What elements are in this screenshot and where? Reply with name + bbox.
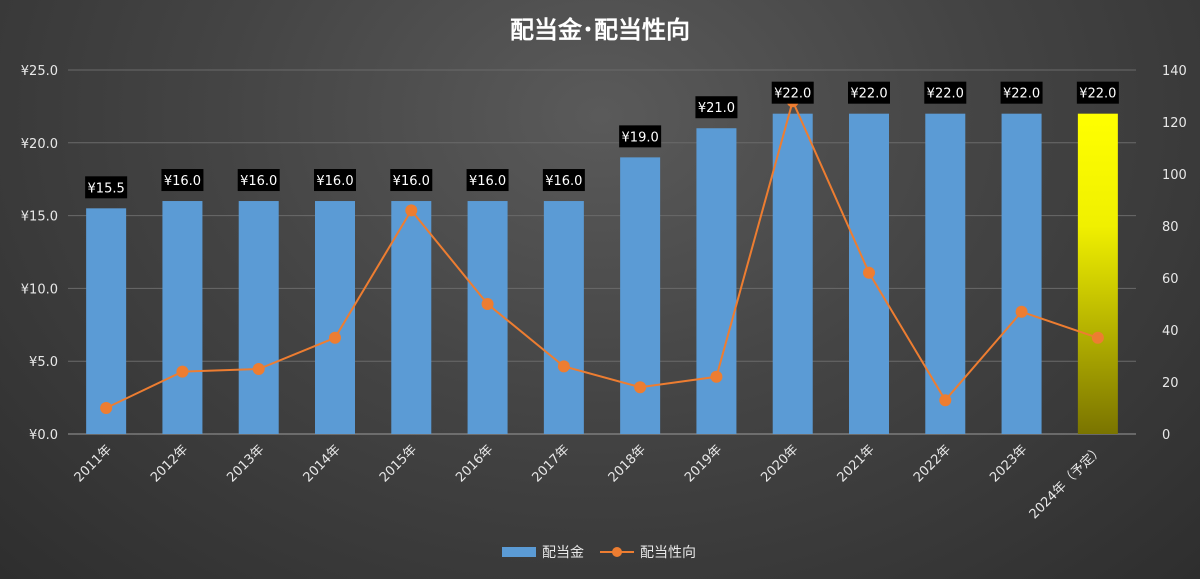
legend: 配当金 配当性向 <box>502 545 696 561</box>
x-tick-label: 2022年 <box>911 442 954 485</box>
y-right-tick-label: 40 <box>1162 324 1179 339</box>
bar <box>543 201 584 434</box>
line-point <box>1015 305 1028 318</box>
data-labels: ¥15.5 ¥16.0 ¥16.0 ¥16.0 ¥16.0 ¥16.0 ¥16.0 ¥19.0… <box>85 81 1119 199</box>
line-point <box>176 365 189 378</box>
y-right-tick-label: 80 <box>1162 220 1179 235</box>
legend-line-label: 配当性向 <box>640 545 696 561</box>
line-point <box>100 402 113 414</box>
data-label-box <box>619 125 662 148</box>
y-left-tick-label: ¥20.0 <box>21 137 58 152</box>
line-point <box>863 266 875 279</box>
gridlines <box>68 69 1136 435</box>
data-label-box <box>314 169 356 192</box>
x-tick-label: 2019年 <box>682 442 725 485</box>
y-right-tick-label: 120 <box>1162 116 1187 131</box>
x-tick-label: 2017年 <box>529 442 572 485</box>
data-label-box <box>237 169 280 192</box>
bar <box>925 113 966 435</box>
bar <box>772 113 813 435</box>
data-label: ¥22.0 <box>1003 87 1040 102</box>
data-label: ¥16.0 <box>393 174 430 189</box>
data-label: ¥16.0 <box>545 174 582 189</box>
x-tick-label: 2020年 <box>758 442 801 485</box>
bar <box>391 201 432 434</box>
line-point <box>329 331 341 344</box>
y-right-tick-label: 100 <box>1162 168 1187 183</box>
x-tick-label: 2023年 <box>987 442 1030 485</box>
line-point <box>710 370 723 383</box>
data-label-box <box>466 169 509 192</box>
data-label: ¥21.0 <box>698 101 735 116</box>
line-point <box>557 360 570 373</box>
data-label-box <box>848 81 890 104</box>
data-label: ¥16.0 <box>316 174 353 189</box>
bar <box>696 128 737 435</box>
x-tick-label: 2024年（予定） <box>1027 442 1107 522</box>
line-point <box>405 204 418 217</box>
y-right-tick-label: 60 <box>1162 272 1179 287</box>
data-label-box <box>771 81 814 104</box>
x-tick-label: 2014年 <box>301 442 344 485</box>
y-left-tick-label: ¥25.0 <box>21 64 58 79</box>
bar-series <box>86 113 1118 435</box>
data-label: ¥19.0 <box>622 130 659 145</box>
x-tick-label: 2021年 <box>835 442 878 485</box>
line-point <box>634 381 647 394</box>
bar <box>238 201 279 434</box>
legend-bar-label: 配当金 <box>542 545 584 561</box>
legend-bar-swatch <box>502 547 536 557</box>
line-point <box>1091 331 1104 344</box>
data-label: ¥22.0 <box>927 87 964 102</box>
bar <box>467 201 508 434</box>
data-label-box <box>161 169 204 192</box>
bar <box>1077 113 1118 435</box>
x-tick-label: 2012年 <box>148 442 191 485</box>
line-point <box>939 394 952 407</box>
data-label-box <box>1000 81 1043 104</box>
x-tick-label: 2015年 <box>377 442 420 485</box>
data-label-box <box>1076 81 1119 104</box>
data-label: ¥22.0 <box>1079 87 1116 102</box>
x-tick-label: 2013年 <box>224 442 267 485</box>
x-axis: 2011年 2012年 2013年 2014年 2015年 2016年 2017年 2018年… <box>72 442 1107 522</box>
x-tick-label: 2018年 <box>606 442 649 485</box>
y-axis-right: 0 20 40 60 80 100 120 140 <box>1162 64 1187 443</box>
y-right-tick-label: 0 <box>1162 428 1170 443</box>
data-label-box <box>924 81 967 104</box>
data-label: ¥16.0 <box>469 174 506 189</box>
x-tick-label: 2016年 <box>453 442 496 485</box>
x-tick-label: 2011年 <box>72 442 115 485</box>
data-label-box <box>85 176 128 199</box>
data-label: ¥22.0 <box>850 87 887 102</box>
y-left-tick-label: ¥5.0 <box>29 355 58 370</box>
chart-title: 配当金･配当性向 <box>510 16 690 44</box>
legend-line-marker <box>612 547 622 557</box>
data-label: ¥16.0 <box>164 174 201 189</box>
bar <box>162 201 203 434</box>
y-right-tick-label: 20 <box>1162 376 1179 391</box>
y-left-tick-label: ¥10.0 <box>21 282 58 297</box>
data-label: ¥15.5 <box>88 181 125 196</box>
line-path <box>105 98 1099 409</box>
data-label-box <box>542 169 585 192</box>
y-axis-left: ¥0.0 ¥5.0 ¥10.0 ¥15.0 ¥20.0 ¥25.0 <box>21 64 58 443</box>
y-left-tick-label: ¥15.0 <box>21 210 58 225</box>
bar <box>315 201 355 434</box>
y-right-tick-label: 140 <box>1162 64 1187 79</box>
data-label-box <box>695 96 738 119</box>
data-label: ¥16.0 <box>240 174 277 189</box>
y-left-tick-label: ¥0.0 <box>29 428 58 443</box>
line-point <box>481 298 494 310</box>
bar <box>86 208 127 434</box>
data-label: ¥22.0 <box>774 87 811 102</box>
line-point <box>252 363 265 375</box>
data-label-box <box>390 169 433 192</box>
bar <box>1001 113 1042 435</box>
